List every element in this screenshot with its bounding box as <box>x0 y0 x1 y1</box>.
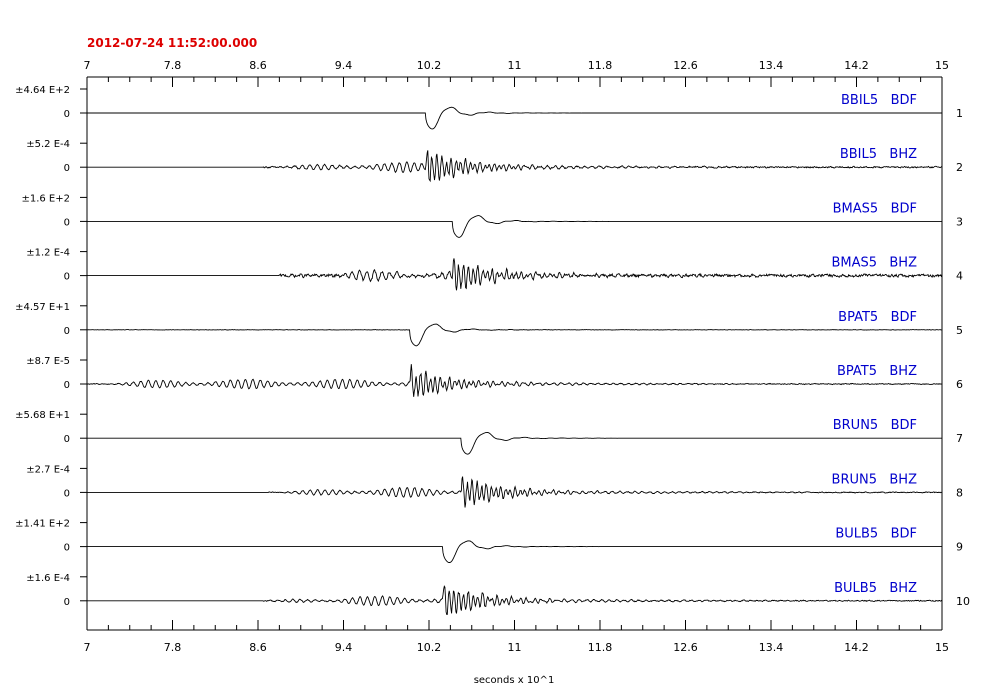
trace-zero-label: 0 <box>64 597 70 608</box>
x-tick-label-bottom: 7 <box>84 641 91 654</box>
trace-number: 6 <box>956 378 963 391</box>
x-axis-title: seconds x 10^1 <box>474 675 555 686</box>
trace-row: ±2.7 E-4 0 8 BRUN5 BHZ <box>26 464 963 508</box>
waveform-line <box>87 106 942 130</box>
trace-scale-label: ±1.6 E-4 <box>26 573 70 584</box>
x-tick-label-top: 7 <box>84 59 91 72</box>
x-tick-label-top: 10.2 <box>417 59 442 72</box>
x-tick-label-bottom: 15 <box>935 641 949 654</box>
waveform-line <box>87 215 942 238</box>
trace-number: 2 <box>956 161 963 174</box>
waveform-line <box>87 476 943 508</box>
waveform-line <box>87 150 943 183</box>
x-tick-label-bottom: 14.2 <box>844 641 869 654</box>
trace-zero-label: 0 <box>64 543 70 554</box>
x-tick-label-bottom: 8.6 <box>249 641 267 654</box>
trace-number: 8 <box>956 486 963 499</box>
trace-row: ±1.41 E+2 0 9 BULB5 BDF <box>15 519 963 563</box>
trace-row: ±4.57 E+1 0 5 BPAT5 BDF <box>15 302 963 347</box>
trace-row: ±1.2 E-4 0 4 BMAS5 BHZ <box>26 248 963 291</box>
trace-scale-label: ±2.7 E-4 <box>26 464 70 475</box>
x-tick-label-top: 9.4 <box>335 59 353 72</box>
x-tick-label-bottom: 7.8 <box>164 641 182 654</box>
trace-zero-label: 0 <box>64 272 70 283</box>
channel-label: BULB5 BHZ <box>834 581 917 596</box>
trace-row: ±5.68 E+1 0 7 BRUN5 BDF <box>15 410 963 455</box>
trace-row: ±1.6 E+2 0 3 BMAS5 BDF <box>21 193 963 238</box>
channel-label: BPAT5 BHZ <box>837 364 917 379</box>
channel-label: BBIL5 BDF <box>841 93 917 108</box>
trace-zero-label: 0 <box>64 109 70 120</box>
channel-label: BULB5 BDF <box>835 527 917 542</box>
trace-number: 7 <box>956 432 963 445</box>
x-tick-label-top: 7.8 <box>164 59 182 72</box>
trace-scale-label: ±4.64 E+2 <box>15 85 70 96</box>
trace-scale-label: ±4.57 E+1 <box>15 302 70 313</box>
channel-label: BRUN5 BHZ <box>832 472 918 487</box>
trace-zero-label: 0 <box>64 380 70 391</box>
trace-scale-label: ±1.2 E-4 <box>26 248 70 259</box>
channel-label: BRUN5 BDF <box>833 418 917 433</box>
channel-label: BBIL5 BHZ <box>840 147 917 162</box>
trace-number: 5 <box>956 324 963 337</box>
x-tick-label-top: 12.6 <box>673 59 698 72</box>
trace-number: 1 <box>956 107 963 120</box>
x-tick-label-bottom: 12.6 <box>673 641 698 654</box>
x-tick-label-bottom: 11.8 <box>588 641 613 654</box>
trace-zero-label: 0 <box>64 434 70 445</box>
trace-number: 9 <box>956 541 963 554</box>
trace-zero-label: 0 <box>64 488 70 499</box>
trace-scale-label: ±1.6 E+2 <box>21 193 70 204</box>
trace-zero-label: 0 <box>64 217 70 228</box>
x-tick-label-bottom: 13.4 <box>759 641 784 654</box>
trace-zero-label: 0 <box>64 163 70 174</box>
axes-group: 7 7 7.8 7.8 8.6 8.6 9.4 9.4 10.2 10.2 11 11 11.8 11.8… <box>84 59 950 654</box>
trace-scale-label: ±1.41 E+2 <box>15 519 70 530</box>
channel-label: BMAS5 BDF <box>833 201 917 216</box>
channel-label: BPAT5 BDF <box>838 310 917 325</box>
x-tick-label-top: 14.2 <box>844 59 869 72</box>
x-tick-label-top: 11 <box>508 59 522 72</box>
x-tick-label-bottom: 10.2 <box>417 641 442 654</box>
x-tick-label-top: 8.6 <box>249 59 267 72</box>
waveform-line <box>87 585 943 615</box>
waveform-line <box>87 258 943 291</box>
waveform-line <box>87 540 942 563</box>
waveform-line <box>86 364 943 397</box>
trace-number: 10 <box>956 595 970 608</box>
trace-number: 3 <box>956 215 963 228</box>
x-tick-label-bottom: 11 <box>508 641 522 654</box>
x-tick-label-top: 13.4 <box>759 59 784 72</box>
trace-row: ±4.64 E+2 0 1 BBIL5 BDF <box>15 85 963 130</box>
x-tick-label-top: 11.8 <box>588 59 613 72</box>
trace-scale-label: ±5.2 E-4 <box>26 139 70 150</box>
waveform-line <box>86 323 943 347</box>
trace-scale-label: ±8.7 E-5 <box>26 356 70 367</box>
datetime-label: 2012-07-24 11:52:00.000 <box>87 36 258 50</box>
trace-number: 4 <box>956 270 963 283</box>
trace-row: ±5.2 E-4 0 2 BBIL5 BHZ <box>26 139 963 183</box>
waveform-line <box>87 431 942 455</box>
channel-label: BMAS5 BHZ <box>831 256 917 271</box>
x-tick-label-top: 15 <box>935 59 949 72</box>
trace-row: ±8.7 E-5 0 6 BPAT5 BHZ <box>26 356 963 397</box>
trace-scale-label: ±5.68 E+1 <box>15 410 70 421</box>
trace-row: ±1.6 E-4 0 10 BULB5 BHZ <box>26 573 970 615</box>
trace-zero-label: 0 <box>64 326 70 337</box>
x-tick-label-bottom: 9.4 <box>335 641 353 654</box>
